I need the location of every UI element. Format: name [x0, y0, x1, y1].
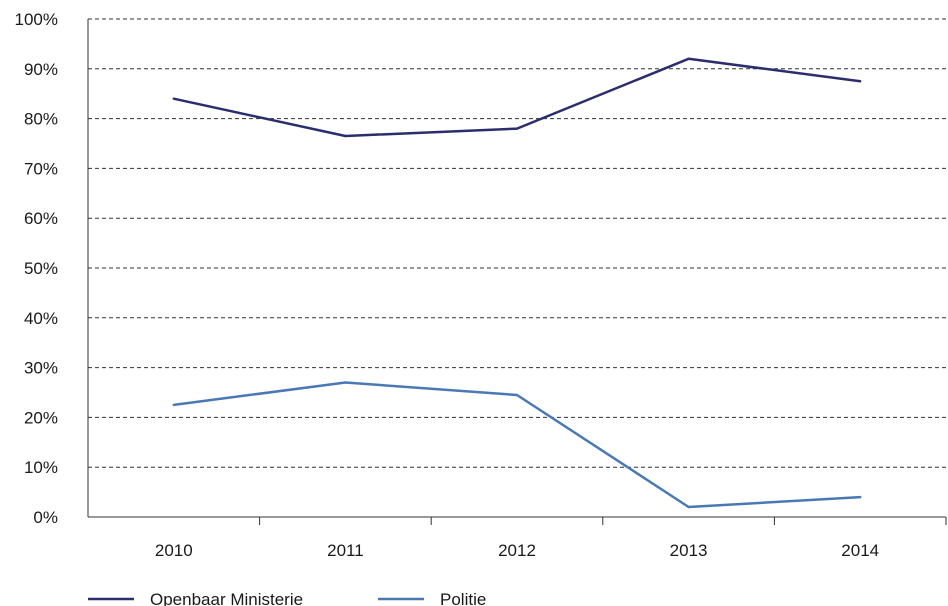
y-tick-label: 100%	[15, 10, 58, 29]
gridlines	[88, 18, 946, 468]
x-tick-label: 2011	[327, 541, 364, 560]
x-tick-label: 2014	[841, 541, 879, 560]
y-tick-label: 40%	[24, 309, 58, 328]
data-point	[859, 495, 862, 499]
data-point	[859, 80, 862, 83]
legend: Openbaar Ministerie Politie	[88, 590, 486, 606]
data-point	[515, 393, 519, 397]
y-axis: 0% 10% 20% 30% 40% 50% 60% 70% 80% 90% 100%	[15, 10, 89, 527]
y-tick-label: 30%	[24, 359, 58, 378]
data-point	[172, 97, 175, 100]
series-layer	[172, 57, 862, 509]
y-tick-label: 60%	[24, 209, 58, 228]
y-tick-label: 80%	[24, 110, 58, 129]
y-tick-label: 0%	[33, 508, 58, 527]
data-point	[687, 505, 690, 509]
y-tick-label: 70%	[24, 159, 58, 178]
x-axis: 2010 2011 2012 2013 2014	[88, 516, 947, 560]
y-tick-label: 50%	[24, 259, 58, 278]
series-line-1	[173, 381, 861, 509]
data-point	[515, 127, 519, 130]
legend-label: Openbaar Ministerie	[150, 590, 303, 606]
y-tick-label: 90%	[24, 60, 58, 79]
legend-label: Politie	[440, 590, 486, 606]
data-point	[172, 403, 175, 407]
y-tick-label: 20%	[24, 408, 58, 427]
data-point	[344, 134, 347, 138]
series-line-0	[173, 57, 861, 138]
x-tick-label: 2012	[498, 541, 536, 560]
x-tick-label: 2010	[155, 541, 193, 560]
data-point	[687, 57, 690, 61]
x-tick-label: 2013	[670, 541, 708, 560]
y-tick-label: 10%	[24, 458, 58, 477]
data-point	[344, 381, 347, 384]
